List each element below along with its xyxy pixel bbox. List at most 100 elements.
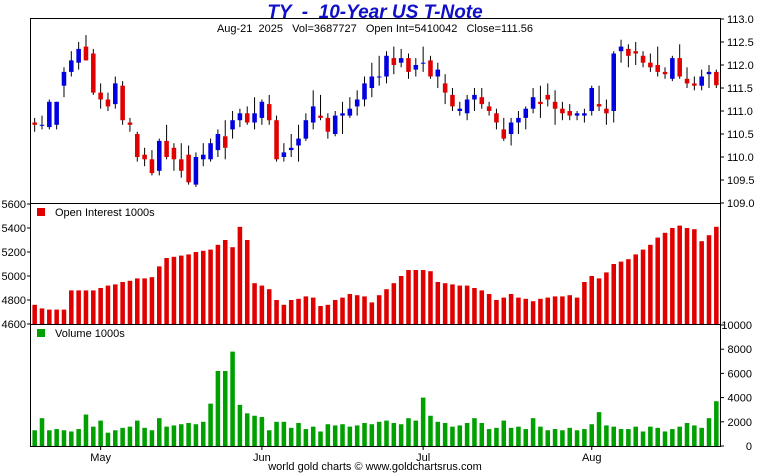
volume-bar: [318, 431, 323, 446]
volume-bar: [552, 429, 558, 446]
volume-bar: [442, 423, 448, 446]
volume-bar: [274, 421, 279, 446]
volume-bar: [98, 420, 103, 446]
open-interest-bar: [105, 285, 111, 324]
open-interest-bar: [76, 290, 81, 324]
volume-bar: [310, 426, 316, 446]
open-interest-bar: [420, 270, 426, 324]
candle-body: [406, 58, 411, 72]
candle-body: [494, 113, 499, 123]
volume-bar: [648, 426, 653, 446]
open-interest-bar: [332, 300, 338, 324]
candle-body: [230, 120, 235, 130]
volume-bar: [406, 418, 411, 446]
candle-body: [567, 111, 573, 116]
candle-body: [442, 83, 448, 93]
volume-bar: [200, 421, 206, 446]
volume-bar: [714, 401, 719, 446]
volume-tick-label: 0: [746, 441, 752, 453]
candle-body: [413, 65, 419, 70]
open-interest-bar: [626, 259, 631, 324]
volume-bar: [32, 430, 37, 446]
candle-body: [105, 99, 111, 107]
price-tick-label: 109.0: [727, 198, 755, 210]
candle-body: [149, 159, 155, 174]
volume-bar: [662, 431, 668, 446]
open-interest-bar: [486, 294, 492, 324]
volume-bar: [259, 416, 265, 446]
candle-body: [266, 104, 272, 121]
volume-bar: [582, 429, 587, 446]
open-interest-bar: [186, 254, 191, 324]
open-interest-bar: [200, 250, 206, 324]
candle-body: [692, 83, 697, 86]
open-interest-bar: [655, 237, 660, 324]
open-interest-bar: [523, 298, 529, 324]
candle-body: [318, 115, 323, 118]
open-interest-bar: [39, 308, 45, 324]
volume-bar: [69, 431, 74, 446]
candle-body: [582, 113, 587, 116]
open-interest-bar: [259, 285, 265, 324]
price-tick-label: 110.0: [727, 152, 754, 164]
candle-body: [574, 113, 580, 116]
volume-bar: [530, 418, 536, 446]
open-interest-bar: [354, 295, 360, 324]
candle-body: [91, 53, 96, 93]
open-interest-bar: [303, 296, 309, 324]
chart-title: TY - 10-Year US T-Note: [267, 2, 483, 23]
candle-body: [171, 147, 177, 160]
volume-bar: [171, 425, 177, 446]
candle-body: [186, 154, 191, 183]
open-interest-bar: [398, 276, 404, 324]
candle-body: [222, 136, 228, 148]
volume-bar: [91, 426, 96, 446]
open-interest-bar: [237, 226, 243, 324]
candle-body: [479, 97, 485, 105]
open-interest-bar: [428, 271, 433, 324]
open-interest-bar: [574, 297, 580, 324]
open-interest-bar: [32, 304, 37, 324]
volume-bar: [684, 423, 690, 446]
candle-body: [237, 113, 243, 121]
volume-bar: [288, 427, 294, 446]
axes: 109.0 109.5 110.0 110.5 111.0 111.5 112.0 112.5…: [2, 14, 755, 464]
volume-bar: [596, 412, 602, 446]
open-interest-bar: [406, 270, 411, 324]
open-interest-bar: [215, 244, 221, 324]
open-interest-bar: [692, 229, 697, 324]
volume-bar: [208, 403, 213, 446]
open-interest-bar: [684, 228, 690, 324]
volume-bar: [347, 426, 353, 446]
volume-bar: [340, 424, 345, 446]
open-interest-bar: [347, 294, 353, 324]
candle-body: [464, 99, 470, 114]
open-interest-bar: [662, 232, 668, 324]
open-interest-bar: [552, 296, 558, 324]
volume-bar: [479, 423, 485, 446]
candle-body: [384, 55, 389, 77]
volume-bar: [303, 429, 309, 446]
open-interest-bar: [120, 282, 125, 324]
open-interest-tick-label: 5000: [2, 271, 26, 283]
candle-body: [508, 122, 514, 134]
candle-body: [303, 120, 309, 139]
candle-body: [670, 58, 675, 79]
candle-body: [47, 101, 52, 128]
candle-body: [61, 71, 67, 86]
open-interest-tick-label: 5400: [2, 223, 26, 235]
price-tick-label: 111.5: [727, 83, 753, 95]
open-interest-legend-label: Open Interest 1000s: [55, 207, 155, 219]
candle-body: [655, 65, 660, 72]
volume-bar: [523, 429, 529, 446]
volume-bar: [61, 430, 67, 446]
candle-body: [208, 143, 213, 160]
volume-bar: [230, 351, 235, 446]
candle-body: [457, 108, 463, 111]
volume-bar: [83, 414, 89, 446]
candle-body: [391, 58, 397, 65]
open-interest-bar: [677, 225, 682, 324]
volume-bar: [325, 424, 331, 446]
volume-bar: [193, 424, 199, 446]
candle-body: [332, 115, 338, 134]
